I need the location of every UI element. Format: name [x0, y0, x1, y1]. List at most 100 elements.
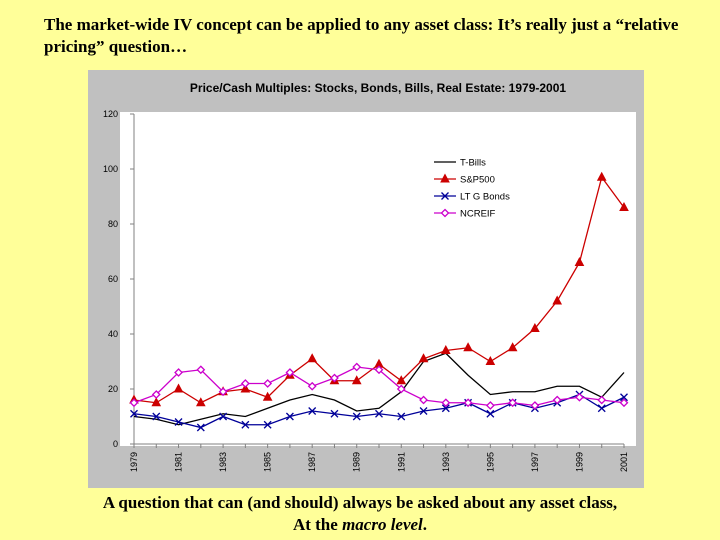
- x-tick-label: 1989: [352, 452, 362, 472]
- data-point-lt-g-bonds: [441, 404, 450, 413]
- series-t-bills: [133, 352, 625, 426]
- legend-label: NCREIF: [460, 209, 496, 220]
- legend-item-lt-g-bonds: LT G Bonds: [434, 192, 510, 203]
- data-point-ncreif: [396, 384, 406, 394]
- plot-area: [120, 112, 636, 446]
- data-point-lt-g-bonds: [241, 420, 250, 429]
- data-point-s-p500: [173, 383, 184, 393]
- data-point-s-p500: [530, 322, 540, 332]
- x-tick-label: 1987: [307, 452, 317, 472]
- data-point-lt-g-bonds: [330, 409, 339, 418]
- data-point-ncreif: [285, 368, 295, 377]
- x-tick-label: 1999: [574, 452, 584, 472]
- data-point-lt-g-bonds: [486, 409, 495, 418]
- data-point-s-p500: [240, 383, 251, 393]
- data-point-ncreif: [196, 365, 206, 375]
- legend: T-Bills S&P500 LT G Bonds NCREIF: [434, 158, 510, 220]
- data-point-ncreif: [463, 398, 473, 408]
- data-point-lt-g-bonds: [285, 412, 294, 421]
- x-tick-label: 1983: [218, 452, 228, 472]
- y-tick-label: 0: [113, 439, 118, 449]
- chart-title: Price/Cash Multiples: Stocks, Bonds, Bil…: [190, 81, 566, 95]
- data-point-ncreif: [441, 398, 451, 408]
- data-point-lt-g-bonds: [308, 407, 317, 415]
- data-point-s-p500: [396, 375, 407, 385]
- data-point-lt-g-bonds: [597, 404, 606, 413]
- data-point-ncreif: [374, 365, 384, 375]
- legend-label: S&P500: [460, 175, 495, 186]
- y-tick-label: 100: [103, 164, 118, 174]
- data-point-lt-g-bonds: [130, 409, 138, 418]
- data-point-ncreif: [330, 373, 339, 383]
- data-point-ncreif: [508, 398, 518, 408]
- data-point-s-p500: [507, 342, 518, 352]
- data-point-s-p500: [440, 344, 451, 354]
- y-axis: 0 20 40 60 80 100 120: [103, 109, 135, 449]
- legend-marker: [440, 173, 450, 183]
- data-point-s-p500: [463, 342, 473, 352]
- data-point-ncreif: [419, 395, 428, 405]
- caption-line-2-suffix: .: [422, 515, 428, 534]
- data-point-ncreif: [151, 390, 161, 399]
- data-point-ncreif: [129, 398, 139, 408]
- x-tick-label: 1995: [485, 452, 495, 472]
- x-axis: 1979 1981 1983 1985 1987 1989 1991 1993 1995 1997…: [129, 443, 629, 472]
- x-tick-label: 1997: [530, 452, 540, 472]
- data-point-ncreif: [174, 368, 183, 377]
- data-point-ncreif: [218, 387, 228, 397]
- data-point-lt-g-bonds: [174, 418, 183, 426]
- chart-panel: Price/Cash Multiples: Stocks, Bonds, Bil…: [88, 70, 644, 488]
- data-point-ncreif: [352, 362, 362, 372]
- y-tick-label: 120: [103, 109, 118, 119]
- legend-item-s-p500: S&P500: [434, 173, 495, 186]
- x-tick-label: 1991: [396, 452, 406, 472]
- legend-label: T-Bills: [460, 158, 486, 169]
- caption-line-2: At the macro level.: [0, 514, 720, 536]
- data-point-s-p500: [574, 256, 585, 266]
- data-point-s-p500: [307, 353, 318, 363]
- y-tick-label: 80: [108, 219, 118, 229]
- data-point-ncreif: [619, 398, 629, 408]
- data-point-lt-g-bonds: [152, 412, 161, 421]
- data-point-s-p500: [619, 201, 629, 211]
- data-point-lt-g-bonds: [352, 412, 361, 421]
- series-layer: [129, 171, 629, 432]
- data-point-s-p500: [262, 391, 273, 401]
- data-point-s-p500: [151, 397, 162, 407]
- data-point-s-p500: [552, 295, 563, 305]
- x-tick-label: 1993: [441, 452, 451, 472]
- slide-caption: A question that can (and should) always …: [0, 492, 720, 536]
- data-point-s-p500: [418, 353, 429, 363]
- data-point-lt-g-bonds: [196, 423, 205, 432]
- data-point-ncreif: [485, 401, 495, 410]
- legend-marker: [441, 192, 449, 200]
- data-point-lt-g-bonds: [375, 409, 383, 418]
- x-tick-label: 1979: [129, 452, 139, 472]
- legend-marker: [440, 208, 450, 218]
- legend-label: LT G Bonds: [460, 192, 510, 203]
- y-tick-label: 20: [108, 384, 118, 394]
- data-point-s-p500: [596, 171, 607, 181]
- series-line-t-bills: [133, 352, 625, 426]
- data-point-s-p500: [485, 355, 496, 365]
- legend-item-t-bills: T-Bills: [434, 158, 486, 169]
- data-point-lt-g-bonds: [620, 393, 628, 402]
- data-point-s-p500: [351, 375, 362, 385]
- caption-line-2-prefix: At the: [292, 515, 343, 534]
- caption-line-1: A question that can (and should) always …: [102, 493, 618, 512]
- line-chart: Price/Cash Multiples: Stocks, Bonds, Bil…: [103, 81, 636, 472]
- data-point-ncreif: [530, 401, 540, 410]
- data-point-ncreif: [307, 381, 317, 391]
- slide-title: The market-wide IV concept can be applie…: [44, 15, 679, 56]
- y-tick-label: 60: [108, 274, 118, 284]
- data-point-lt-g-bonds: [219, 412, 228, 421]
- data-point-ncreif: [263, 379, 273, 388]
- data-point-ncreif: [552, 395, 562, 405]
- caption-emphasis: macro level: [342, 515, 423, 534]
- data-point-lt-g-bonds: [397, 412, 406, 421]
- y-tick-label: 40: [108, 329, 118, 339]
- data-point-ncreif: [597, 395, 607, 405]
- series-ncreif: [129, 362, 629, 410]
- data-point-lt-g-bonds: [419, 407, 428, 415]
- x-tick-label: 2001: [619, 452, 629, 472]
